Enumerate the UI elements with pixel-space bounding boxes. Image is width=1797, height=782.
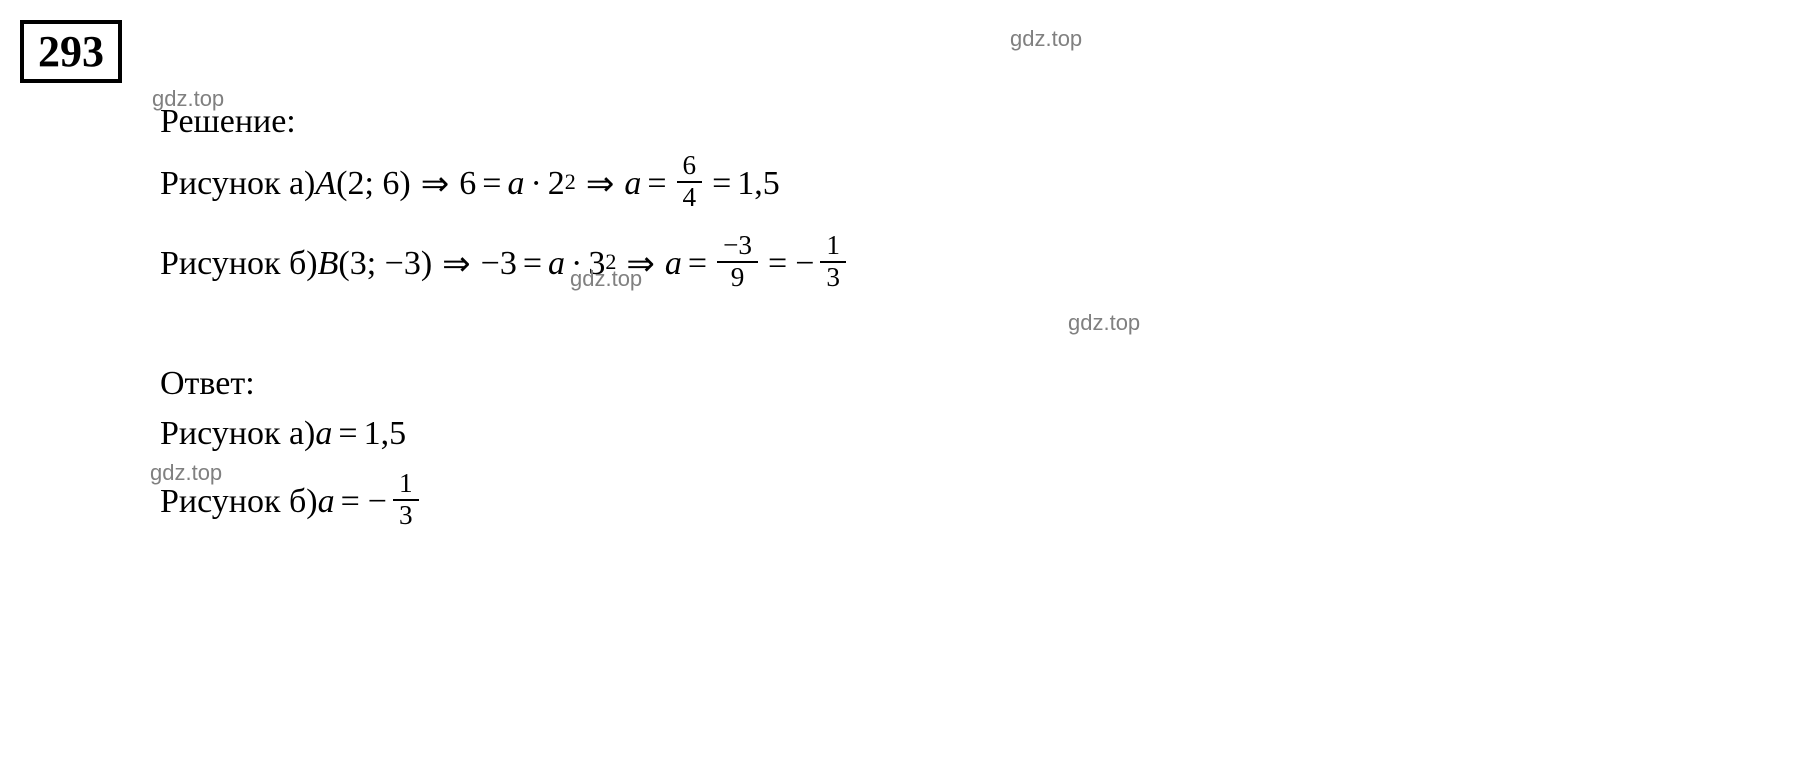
minus-sign: − — [366, 483, 389, 521]
eq-coef: a — [548, 245, 565, 283]
fraction: 1 3 — [393, 469, 419, 531]
answer-line-b: Рисунок б) a = − 1 3 — [160, 471, 1777, 533]
eq-lhs: −3 — [481, 245, 517, 283]
frac-num: 1 — [393, 469, 419, 501]
problem-number: 293 — [20, 20, 122, 83]
point-var: B — [318, 245, 339, 283]
answer-block: Ответ: Рисунок а) a = 1,5 Рисунок б) a =… — [160, 365, 1777, 533]
watermark-text: gdz.top — [1068, 310, 1140, 336]
point-coords: (2; 6) — [336, 165, 411, 203]
equals: = — [641, 165, 672, 203]
frac-den: 3 — [820, 263, 846, 293]
fraction: 1 3 — [820, 231, 846, 293]
result: 1,5 — [737, 165, 780, 203]
frac-den: 9 — [725, 263, 751, 293]
watermark-text: gdz.top — [150, 460, 222, 486]
equals: = — [335, 483, 366, 521]
cdot: · — [524, 165, 547, 203]
frac-den: 4 — [677, 183, 703, 213]
watermark-text: gdz.top — [152, 86, 224, 112]
point-var: A — [315, 165, 336, 203]
frac-num: 1 — [820, 231, 846, 263]
line-prefix: Рисунок б) — [160, 483, 318, 521]
implies-arrow: ⇒ — [576, 164, 625, 204]
watermark-text: gdz.top — [570, 266, 642, 292]
equals: = — [762, 245, 793, 283]
value: 1,5 — [364, 415, 407, 453]
eq-base: 2 — [548, 165, 565, 203]
solution-line-b: Рисунок б) B (3; −3) ⇒ −3 = a · 3 2 ⇒ a … — [160, 233, 1777, 295]
equals: = — [682, 245, 713, 283]
minus-sign: − — [793, 245, 816, 283]
line-prefix: Рисунок а) — [160, 165, 315, 203]
var-a: a — [665, 245, 682, 283]
fraction: 6 4 — [677, 151, 703, 213]
solution-line-a: Рисунок а) A (2; 6) ⇒ 6 = a · 2 2 ⇒ a = … — [160, 153, 1777, 215]
var-a: a — [315, 415, 332, 453]
frac-den: 3 — [393, 501, 419, 531]
var-a: a — [318, 483, 335, 521]
var-a: a — [624, 165, 641, 203]
frac-num: 6 — [677, 151, 703, 183]
eq-exp: 2 — [565, 169, 576, 195]
eq-coef: a — [507, 165, 524, 203]
equals: = — [476, 165, 507, 203]
solution-label: Решение: — [160, 103, 1777, 141]
implies-arrow: ⇒ — [411, 164, 460, 204]
implies-arrow: ⇒ — [432, 244, 481, 284]
frac-num: −3 — [717, 231, 758, 263]
answer-line-a: Рисунок а) a = 1,5 — [160, 415, 1777, 453]
line-prefix: Рисунок а) — [160, 415, 315, 453]
content: Решение: Рисунок а) A (2; 6) ⇒ 6 = a · 2… — [160, 103, 1777, 533]
watermark-text: gdz.top — [1010, 26, 1082, 52]
equals: = — [706, 165, 737, 203]
point-coords: (3; −3) — [338, 245, 432, 283]
line-prefix: Рисунок б) — [160, 245, 318, 283]
equals: = — [517, 245, 548, 283]
eq-lhs: 6 — [459, 165, 476, 203]
fraction: −3 9 — [717, 231, 758, 293]
equals: = — [332, 415, 363, 453]
answer-label: Ответ: — [160, 365, 1777, 403]
